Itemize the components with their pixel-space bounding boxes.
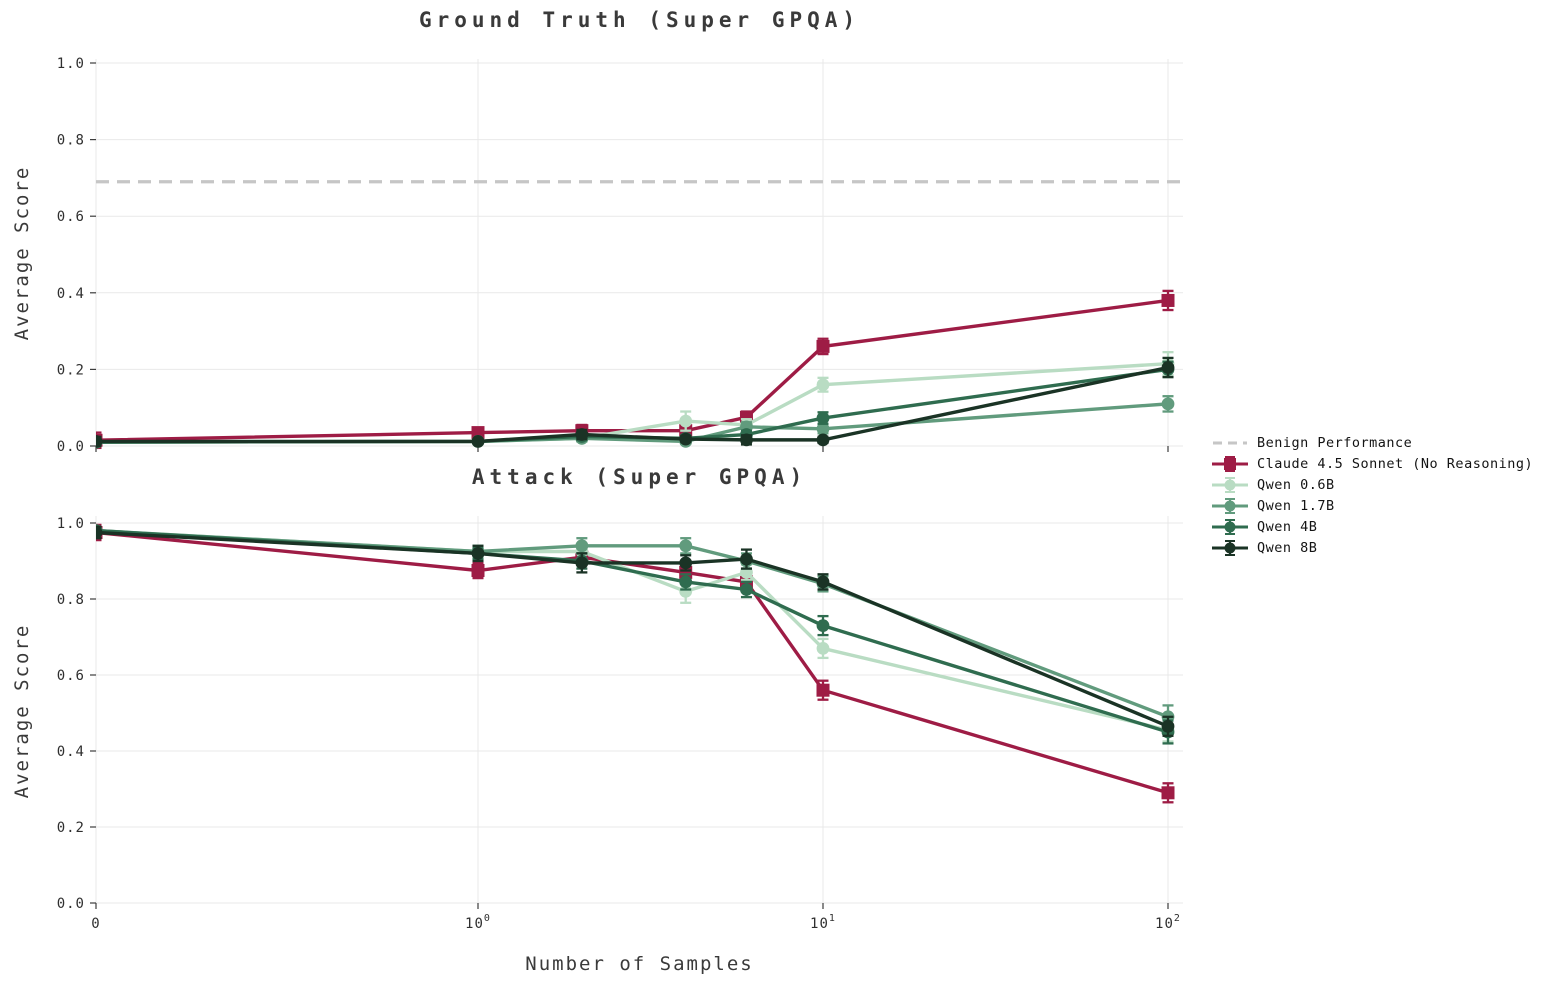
ground-truth-ylabel: Average Score (11, 165, 33, 341)
ground-truth-title: Ground Truth (Super GPQA) (418, 8, 861, 32)
claude-square-marker-icon (1212, 455, 1248, 473)
benign-dashed-line-icon (1212, 434, 1248, 452)
qwen-0-6b-marker-icon (1212, 476, 1248, 494)
legend-item: Benign Performance (1212, 433, 1533, 453)
x-tick-label: 0 (91, 916, 100, 932)
legend-label: Benign Performance (1257, 435, 1413, 451)
legend-label: Qwen 1.7B (1257, 498, 1335, 514)
legend-item: Qwen 8B (1212, 538, 1533, 558)
legend-item: Qwen 0.6B (1212, 475, 1533, 495)
legend-item: Qwen 1.7B (1212, 496, 1533, 516)
qwen-1-7b-marker-icon (1212, 497, 1248, 515)
y-tick-label: 0.6 (57, 209, 85, 225)
y-tick-label: 0.4 (57, 286, 85, 302)
series-layer (96, 180, 1183, 450)
attack-chart: 0.0 0.2 0.4 0.6 0.8 1.0 0 100 101 102 (57, 516, 1183, 932)
x-tick-label: 100 (465, 913, 491, 932)
attack-title: Attack (Super GPQA) (471, 465, 808, 489)
y-tick-label: 0.4 (57, 744, 85, 760)
series-layer (96, 523, 1175, 804)
legend-label: Claude 4.5 Sonnet (No Reasoning) (1257, 456, 1534, 472)
xaxis-label: Number of Samples (525, 953, 754, 975)
y-tick-label: 0.2 (57, 820, 85, 836)
x-tick-label: 102 (1155, 913, 1181, 932)
y-tick-label: 0.6 (57, 668, 85, 684)
y-tick-label: 0.8 (57, 133, 85, 149)
legend-item: Qwen 4B (1212, 517, 1533, 537)
x-tick-label: 101 (810, 913, 836, 932)
legend-label: Qwen 8B (1257, 540, 1318, 556)
y-tick-label: 0.8 (57, 592, 85, 608)
attack-ylabel: Average Score (11, 623, 33, 799)
y-tick-label: 0.0 (57, 896, 85, 912)
y-tick-label: 1.0 (57, 56, 85, 72)
y-tick-label: 0.0 (57, 439, 85, 455)
qwen-8b-marker-icon (1212, 539, 1248, 557)
y-tick-label: 0.2 (57, 362, 85, 378)
legend-item: Claude 4.5 Sonnet (No Reasoning) (1212, 454, 1533, 474)
qwen-4b-marker-icon (1212, 518, 1248, 536)
ground-truth-chart: 0.0 0.2 0.4 0.6 0.8 1.0 (57, 56, 1183, 455)
legend-label: Qwen 0.6B (1257, 477, 1335, 493)
legend-label: Qwen 4B (1257, 519, 1318, 535)
legend: Benign Performance Claude 4.5 Sonnet (No… (1212, 433, 1533, 558)
y-tick-label: 1.0 (57, 516, 85, 532)
